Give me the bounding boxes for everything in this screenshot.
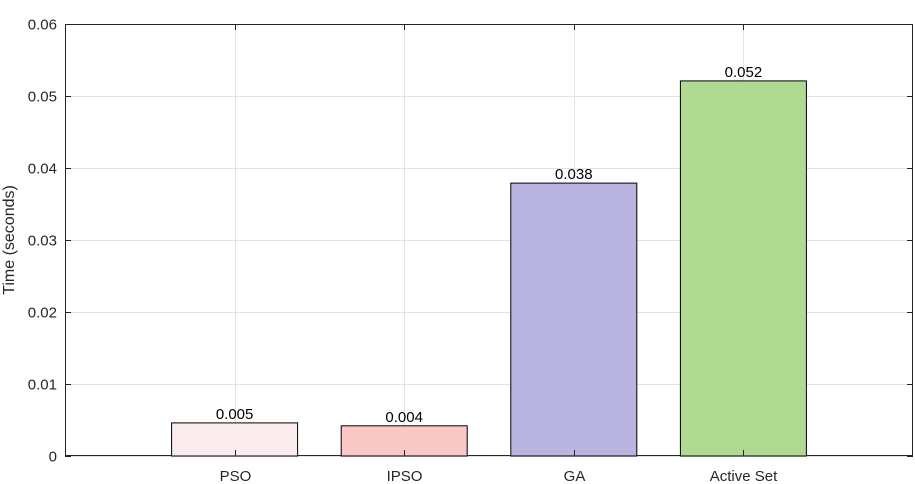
y-tick-label: 0 xyxy=(49,449,57,466)
x-tick-label: IPSO xyxy=(387,468,423,484)
y-tick-label: 0.05 xyxy=(28,89,57,106)
bar-value-label: 0.038 xyxy=(555,166,593,183)
x-tick-label: GA xyxy=(564,468,586,484)
bar-value-label: 0.052 xyxy=(725,64,763,81)
data-labels: 0.005 0.004 0.038 0.052 xyxy=(216,64,762,426)
y-tick-label: 0.06 xyxy=(28,17,57,34)
x-tick-label: PSO xyxy=(220,468,252,484)
axis-ticks: 0 0.01 0.02 0.03 0.04 0.05 0.06 PSO IPSO GA Active… xyxy=(28,17,913,484)
bars xyxy=(171,80,807,457)
y-tick-label: 0.01 xyxy=(28,377,57,394)
y-axis-title: Time (seconds) xyxy=(1,185,18,295)
bar-value-label: 0.005 xyxy=(216,406,254,423)
y-tick-label: 0.04 xyxy=(28,161,57,178)
y-tick-label: 0.03 xyxy=(28,233,57,250)
bar-ga xyxy=(510,182,638,457)
bar-pso xyxy=(171,422,299,457)
bar-active-set xyxy=(679,80,807,457)
y-tick-label: 0.02 xyxy=(28,305,57,322)
bar-value-label: 0.004 xyxy=(385,409,423,426)
x-tick-label: Active Set xyxy=(710,468,778,484)
